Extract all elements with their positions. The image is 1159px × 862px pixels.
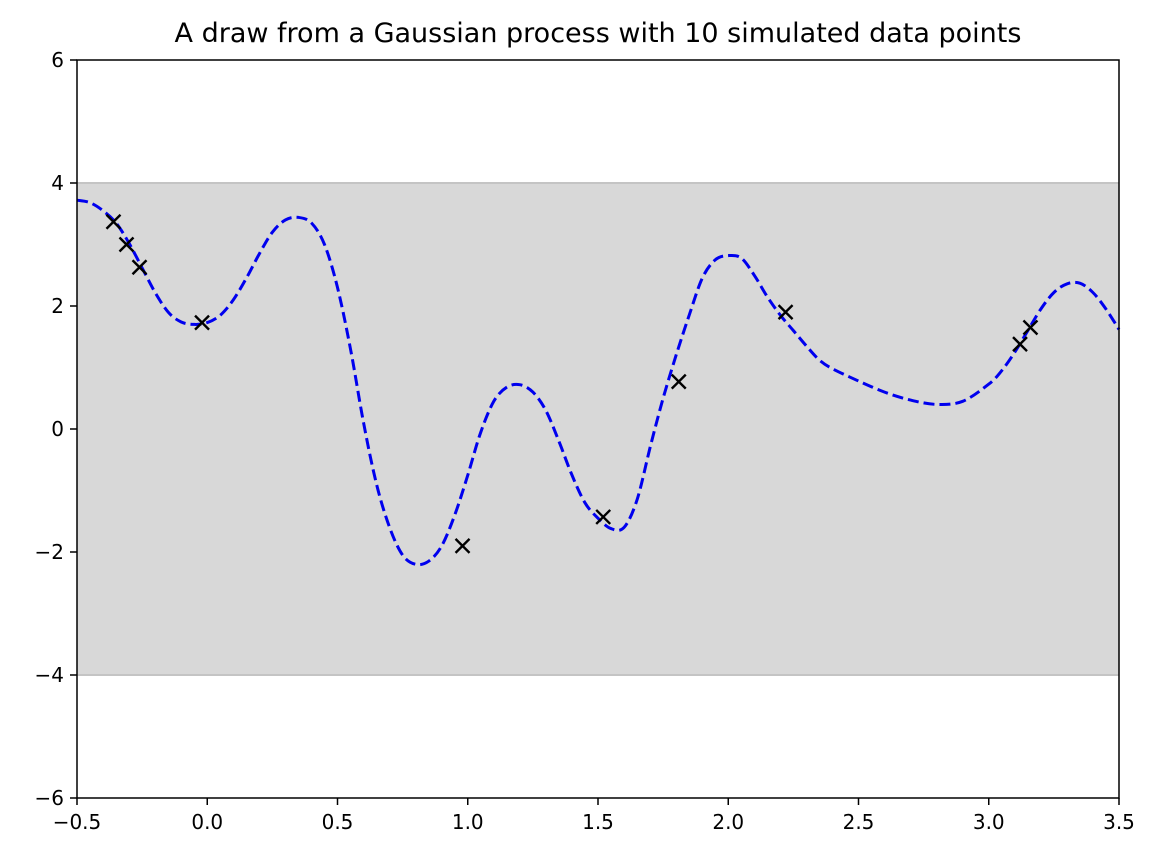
- x-axis: −0.5 0.0 0.5 1.0 1.5 2.0 2.5 3.0 3.5: [53, 798, 1135, 834]
- y-tick-label: −6: [35, 786, 64, 810]
- y-tick-label: −2: [35, 540, 64, 564]
- data-point-marker: [1012, 336, 1028, 352]
- x-tick-label: 0.5: [322, 810, 354, 834]
- x-tick-label: −0.5: [53, 810, 102, 834]
- chart-title: A draw from a Gaussian process with 10 s…: [175, 18, 1022, 49]
- data-point-marker: [194, 314, 210, 331]
- y-tick-label: 2: [51, 294, 64, 318]
- data-point-marker: [118, 236, 135, 253]
- x-tick-label: 2.0: [712, 810, 744, 834]
- x-tick-label: 2.5: [843, 810, 875, 834]
- data-point-marker: [595, 509, 612, 525]
- x-tick-label: 0.0: [191, 810, 223, 834]
- confidence-band: [77, 183, 1119, 675]
- x-tick-label: 3.0: [973, 810, 1005, 834]
- y-tick-label: −4: [35, 663, 64, 687]
- data-point-marker: [777, 304, 794, 320]
- x-tick-label: 1.5: [582, 810, 614, 834]
- data-point-marker: [454, 538, 471, 554]
- y-tick-label: 6: [51, 48, 64, 72]
- data-point-marker: [1022, 319, 1039, 336]
- series-layer: [76, 198, 1121, 567]
- y-tick-label: 4: [51, 171, 64, 195]
- data-point-marker: [105, 213, 122, 230]
- y-axis: −6 −4 −2 0 2 4 6: [35, 48, 77, 810]
- y-tick-label: 0: [51, 417, 64, 441]
- data-point-marker: [131, 259, 148, 276]
- x-tick-label: 1.0: [452, 810, 484, 834]
- x-tick-label: 3.5: [1103, 810, 1135, 834]
- marker-layer: [105, 213, 1039, 554]
- data-point-marker: [670, 373, 687, 390]
- gp-sample-line: [76, 198, 1121, 567]
